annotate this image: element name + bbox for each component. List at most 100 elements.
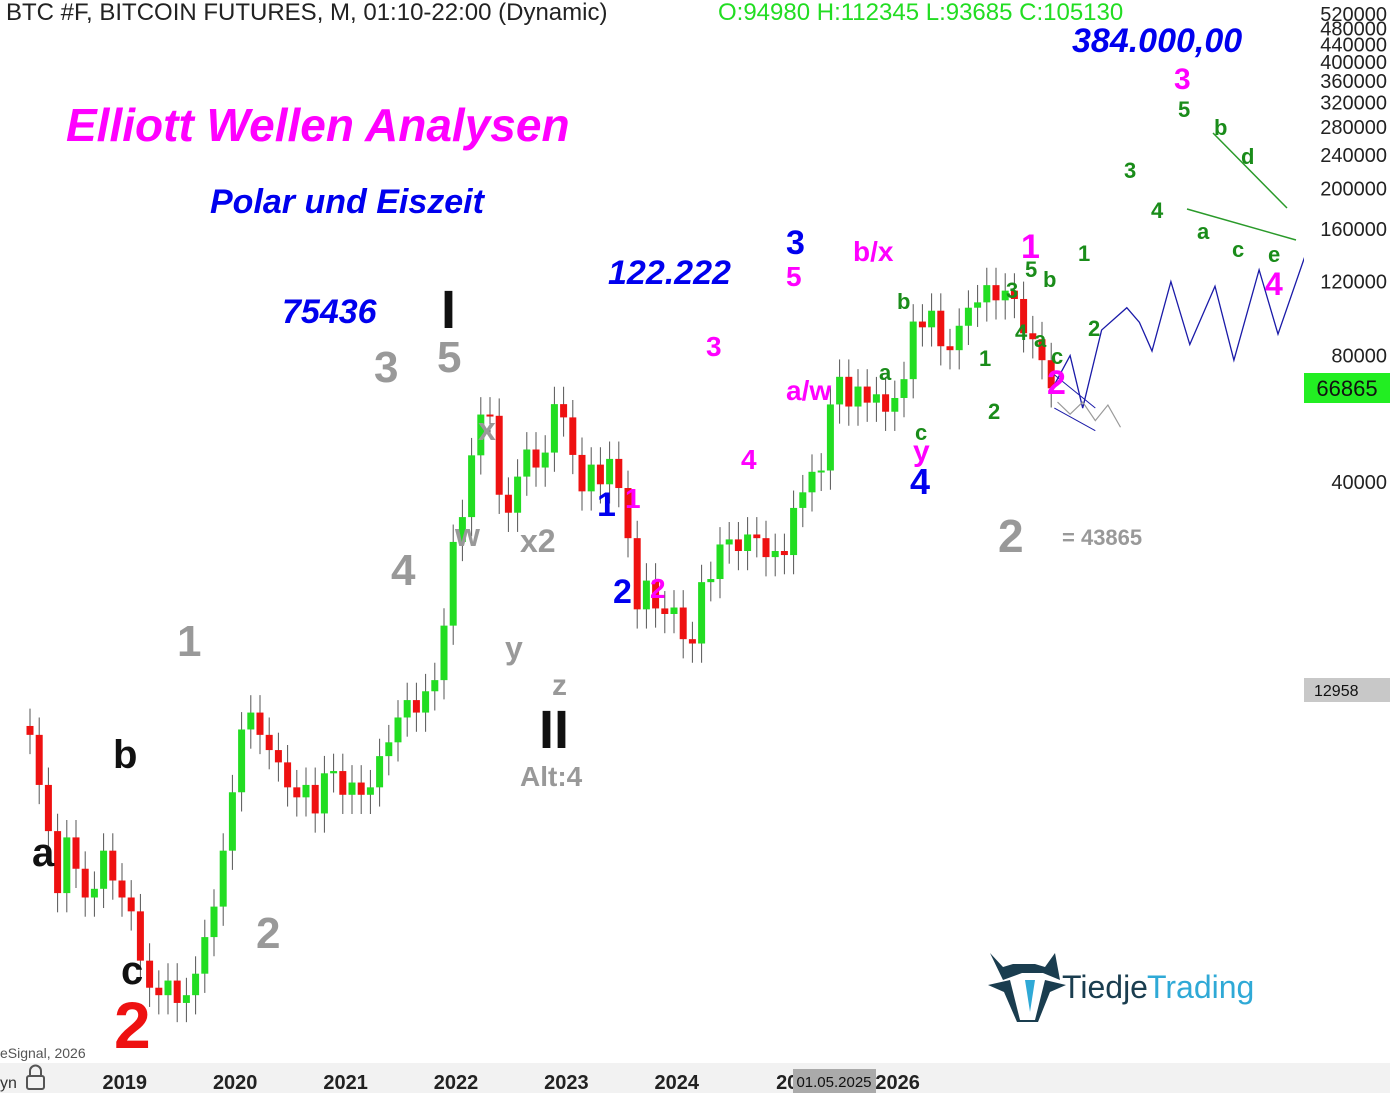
candle-body [569,417,577,455]
candle-body [376,756,384,788]
candle-body [587,464,595,492]
grey-wave-4: 4 [391,546,416,595]
candle-body [817,470,825,473]
candle-body [431,680,439,692]
blue-wave-4: 4 [910,461,930,502]
triangle-lower-line [1186,208,1297,241]
marker-price-value: 12958 [1314,683,1359,700]
candle-body [707,579,715,583]
candle-body [440,625,448,681]
candle-body [357,782,365,795]
y-tick-label: 240000 [1320,145,1387,167]
candle-body [928,310,936,328]
candle-body [983,285,991,303]
candle-body [284,762,292,788]
green-wave-c2: c [1051,344,1063,369]
candle-body [771,551,779,558]
candle-body [293,787,301,798]
grey-wave-w: w [454,517,480,553]
candle-body [504,494,512,513]
candle-body [992,285,1000,301]
black-wave-b: b [113,733,137,777]
chart-subtitle: Polar und Eiszeit [210,183,486,221]
lock-icon[interactable] [26,1064,45,1090]
y-tick-label: 80000 [1331,346,1387,368]
green-wave-b: b [897,289,910,314]
green-wave-4a: 4 [1015,320,1028,345]
candle-body [937,310,945,347]
candle-body [762,538,770,558]
projection-triangle [1057,401,1122,428]
last-price-tag [1304,373,1390,403]
x-tick-label: 2026 [875,1072,920,1093]
green-wave-3b: 3 [1124,158,1136,183]
candle-body [863,386,871,403]
candle-body [780,551,788,556]
candle-body [100,850,108,889]
eq-43865: = 43865 [1062,525,1142,550]
candle-body [541,452,549,468]
candle-body [698,582,706,644]
candle-body [633,538,641,610]
green-wave-a3: a [1197,219,1210,244]
candle-body [826,404,834,471]
grey-wave-2: 2 [256,909,280,958]
magenta-wave-2: 2 [650,573,666,604]
candle-body [882,394,890,412]
green-wave-4b: 4 [1151,198,1164,223]
candle-body [146,960,154,988]
candle-body [458,517,466,542]
candle-body [274,750,282,763]
green-wave-2b: 2 [1088,316,1100,341]
magenta-wave-bx: b/x [853,236,894,267]
y-tick-label: 520000 [1320,4,1387,26]
green-wave-c3: c [1232,237,1244,262]
candles [26,267,1055,1023]
candle-body [477,414,485,456]
candle-body [1020,298,1028,334]
triangle-upper-bound [1054,374,1096,409]
candle-body [725,539,733,545]
candle-body [35,734,43,785]
x-tick-label: 2020 [213,1072,258,1093]
wave-label-alt4: Alt:4 [520,761,583,792]
green-wave-a2: a [1034,327,1047,352]
magenta-wave-5: 5 [786,261,802,292]
candle-body [63,837,71,894]
x-tick-label: 2022 [434,1072,479,1093]
candle-body [403,700,411,718]
green-wave-5b: 5 [1178,97,1190,122]
x-tick-label: 2021 [323,1072,368,1093]
candle-body [339,771,347,795]
price-label-75436: 75436 [282,293,378,331]
candle-body [90,888,98,898]
green-wave-d3: d [1241,144,1254,169]
grey-wave-x: x [478,411,496,447]
grey-wave-3: 3 [374,343,398,392]
candle-body [44,784,52,832]
candle-body [302,784,310,798]
candle-body [320,773,328,814]
candle-body [118,880,126,898]
y-tick-label: 200000 [1320,178,1387,200]
wave-label-II: II [539,700,569,760]
blue-wave-1: 1 [597,486,616,524]
grey-wave-5: 5 [437,333,461,382]
candle-body [173,980,181,1003]
candle-body [753,534,761,539]
logo-text-tiedje: Tiedje [1062,969,1148,1005]
candle-body [578,454,586,492]
candle-body [247,712,255,730]
price-label-122222: 122.222 [608,254,731,292]
candle-body [716,544,724,580]
candle-body [449,541,457,626]
chart-title: Elliott Wellen Analysen [66,99,570,151]
projection-path [1050,145,1390,409]
candle-body [394,717,402,743]
candle-body [688,639,696,644]
candle-body [1047,360,1055,389]
candle-body [228,792,236,851]
y-tick-label: 320000 [1320,93,1387,115]
candle-body [26,725,34,735]
